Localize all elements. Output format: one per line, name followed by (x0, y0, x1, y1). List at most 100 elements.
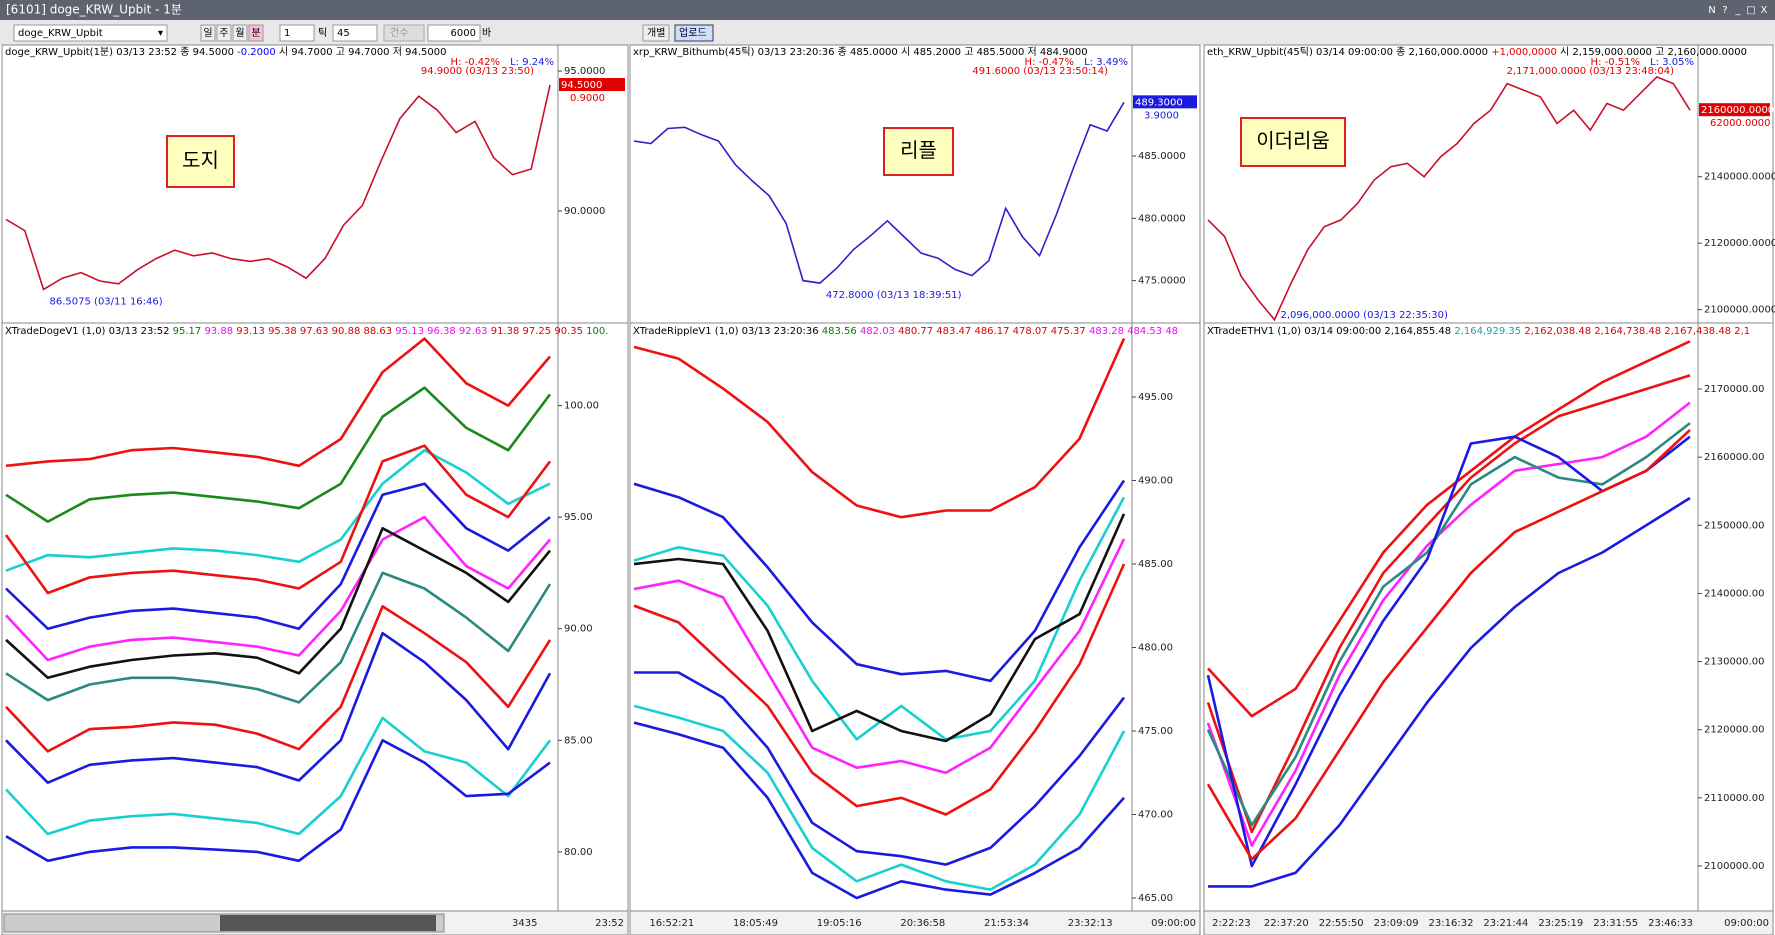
y-tick-label: 85.00 (564, 735, 593, 746)
high-pct: H: -0.47% (1025, 57, 1074, 68)
y-tick-label: 470.00 (1138, 809, 1173, 820)
symbol-input[interactable] (13, 24, 168, 42)
header-segment: 482.03 (857, 326, 895, 337)
period-label: 주 (219, 28, 228, 39)
period-button[interactable] (216, 24, 232, 42)
coin-label-box (883, 127, 954, 176)
title-bar (0, 0, 1775, 20)
window-control[interactable]: □ (1746, 5, 1755, 16)
y-tick-label: 480.0000 (1138, 213, 1186, 224)
window-title: [6101] doge_KRW_Upbit - 1분 (6, 3, 182, 17)
header-segment: 100. (583, 326, 608, 337)
individual-button[interactable] (642, 24, 670, 42)
bar-unit: 바 (482, 27, 491, 39)
current-price-box (1133, 95, 1197, 109)
indicator-line (633, 496, 1126, 741)
x-tick-label: 21:53:34 (984, 918, 1029, 929)
header-segment: 2,164,929.35 (1451, 326, 1521, 337)
x-tick-label: 23:09:09 (1374, 918, 1419, 929)
y-tick-label: 2140000.00 (1704, 588, 1764, 599)
indicator-line (5, 448, 551, 572)
y-tick-label: 2100000.0000 (1704, 305, 1775, 316)
scroll-thumb[interactable] (220, 915, 436, 931)
interval-input[interactable] (279, 24, 315, 42)
current-price: 94.5000 (561, 80, 602, 91)
y-tick-label: 495.00 (1138, 392, 1173, 403)
high-label: 94.9000 (03/13 23:50) (421, 66, 534, 77)
y-tick-label: 485.00 (1138, 559, 1173, 570)
y-tick-label: 2170000.00 (1704, 384, 1764, 395)
coin-label-box (166, 135, 235, 188)
window-control[interactable]: ? (1722, 5, 1727, 16)
current-price-box (1699, 103, 1770, 117)
y-tick-label: 90.0000 (564, 206, 605, 217)
x-tick-label: 23:21:44 (1483, 918, 1528, 929)
x-tick-label: 23:25:19 (1538, 918, 1583, 929)
window-control[interactable]: N (1708, 5, 1715, 16)
y-tick-label: 2110000.00 (1704, 793, 1764, 804)
upload-button[interactable] (674, 24, 714, 42)
price-header: eth_KRW_Upbit(45틱) 03/14 09:00:00 종 2,16… (1207, 46, 1747, 58)
x-tick-label: 22:37:20 (1264, 918, 1309, 929)
x-tick-label: 23:31:55 (1593, 918, 1638, 929)
price-line (633, 101, 1125, 284)
price-change: 0.9000 (570, 93, 605, 104)
y-tick-label: 490.00 (1138, 475, 1173, 486)
window-control[interactable]: _ (1735, 5, 1742, 16)
high-pct: H: -0.51% (1591, 57, 1640, 68)
indicator-line (633, 479, 1126, 683)
panel-frame (1, 44, 629, 935)
indicator-line (633, 563, 1126, 816)
low-pct: L: 9.24% (510, 57, 554, 68)
period-button[interactable] (248, 24, 264, 42)
dropdown-arrow: ▾ (158, 28, 163, 39)
header-segment: 93.88 (201, 326, 233, 337)
last-time: 09:00:00 (1151, 918, 1196, 929)
header-segment: 480.77 483.47 486.17 478.07 475.37 (895, 326, 1086, 337)
tick-button[interactable]: 틱 (318, 27, 327, 39)
period-label: 일 (203, 27, 212, 39)
indicator-line (633, 704, 1126, 891)
header-segment: 시 94.7000 고 94.7000 저 94.5000 (276, 46, 447, 58)
low-label: 472.8000 (03/13 18:39:51) (826, 290, 962, 301)
low-pct: L: 3.05% (1650, 57, 1694, 68)
y-tick-label: 2100000.00 (1704, 861, 1764, 872)
bars-input[interactable] (427, 24, 481, 42)
last-time: 23:52 (595, 918, 624, 929)
upload-text: 업로드 (679, 26, 707, 39)
indicator-line (5, 716, 552, 836)
count-button[interactable] (383, 24, 425, 42)
low-label: 86.5075 (03/11 16:46) (50, 296, 163, 307)
y-tick-label: 80.00 (564, 847, 593, 858)
x-tick-label: 20:36:58 (900, 918, 945, 929)
y-tick-label: 100.00 (564, 401, 599, 412)
y-tick-label: 485.0000 (1138, 151, 1186, 162)
x-tick-label: 22:55:50 (1319, 918, 1364, 929)
current-price: 2160000.0000 (1701, 105, 1774, 116)
window-control[interactable]: X (1761, 5, 1768, 16)
period-button[interactable] (232, 24, 248, 42)
scroll-count: 3435 (512, 918, 537, 929)
period-button[interactable] (200, 24, 216, 42)
individual-text: 개별 (647, 27, 665, 39)
low-pct: L: 3.49% (1084, 57, 1128, 68)
y-tick-label: 2160000.00 (1704, 452, 1764, 463)
indicator-line (5, 386, 552, 523)
interval-text: 1 (284, 28, 290, 39)
indicator-line (5, 631, 552, 784)
tick-count-text: 45 (337, 28, 350, 39)
low-label: 2,096,000.0000 (03/13 22:35:30) (1280, 310, 1448, 321)
header-segment: 95.13 96.38 92.63 (392, 326, 487, 337)
header-segment: +1,000,0000 (1488, 47, 1557, 58)
indicator-line (633, 721, 1125, 900)
high-label: 491.6000 (03/13 23:50:14) (972, 66, 1108, 77)
price-change: 3.9000 (1144, 110, 1179, 121)
x-tick-label: 2:22:23 (1212, 918, 1251, 929)
tick-count-input[interactable] (332, 24, 378, 42)
coin-label: 이더리움 (1256, 129, 1330, 153)
indicator-line (1206, 428, 1691, 861)
last-time: 09:00:00 (1724, 918, 1769, 929)
indicator-line (1206, 401, 1691, 847)
y-tick-label: 2120000.00 (1704, 725, 1764, 736)
y-tick-label: 475.00 (1138, 726, 1173, 737)
